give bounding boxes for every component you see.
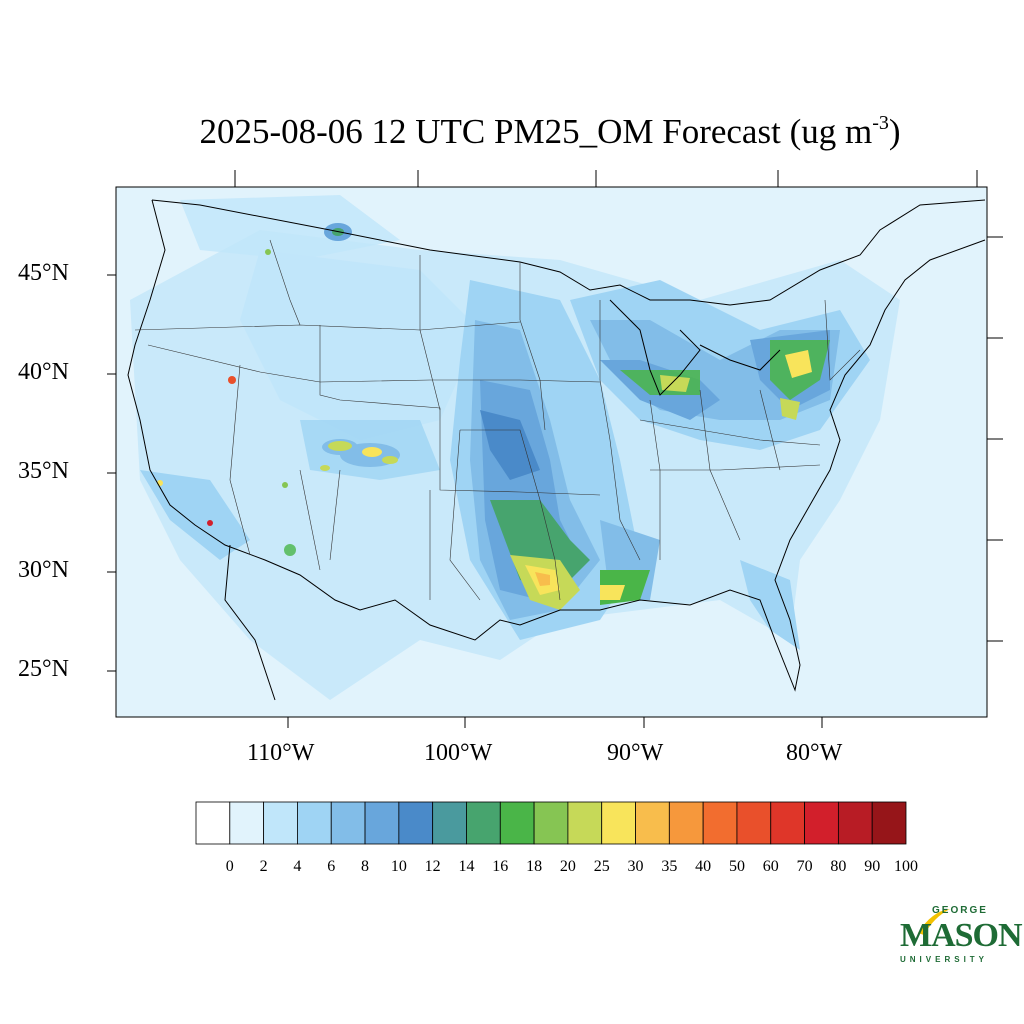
colorbar-swatch: [229, 801, 265, 845]
colorbar-label: 35: [661, 858, 678, 875]
colorbar-swatch: [330, 801, 366, 845]
lat-label-25: 25°N: [18, 656, 69, 682]
map-title: 2025-08-06 12 UTC PM25_OM Forecast (ug m…: [199, 112, 901, 151]
colorbar-label: 100: [894, 858, 918, 875]
logo-university-text: UNIVERSITY: [900, 955, 989, 964]
colorbar-label: 20: [559, 858, 576, 875]
colorbar-swatch: [263, 801, 298, 845]
concentration-field: [116, 187, 987, 717]
colorbar-label: 10: [390, 858, 407, 875]
colorbar-label: 4: [293, 858, 302, 875]
logo-mason-text: MASON: [900, 917, 1023, 954]
colorbar-swatch: [297, 801, 332, 845]
colorbar-swatch: [804, 801, 839, 845]
colorbar-swatch: [432, 801, 467, 845]
colorbar-label: 80: [830, 858, 847, 875]
state-borders: [134, 239, 861, 601]
colorbar-swatch: [364, 801, 400, 845]
lat-label-35: 35°N: [18, 458, 69, 484]
colorbar-label: 40: [695, 858, 712, 875]
colorbar-label: 8: [361, 858, 370, 875]
logo-swoosh-icon: [918, 909, 950, 935]
colorbar-swatch: [398, 801, 434, 845]
colorbar-swatch: [871, 801, 907, 845]
logo-george-text: GEORGE: [932, 905, 988, 916]
lon-label-110w: 110°W: [247, 740, 315, 766]
colorbar-swatch: [702, 801, 738, 845]
colorbar-label: 50: [728, 858, 745, 875]
lat-label-40: 40°N: [18, 359, 69, 385]
colorbar-label: 12: [424, 858, 441, 875]
colorbar-swatch: [466, 801, 501, 845]
colorbar-label: 2: [259, 858, 268, 875]
lon-label-100w: 100°W: [424, 740, 493, 766]
colorbar-label: 0: [225, 858, 234, 875]
colorbar-label: 14: [458, 858, 475, 875]
colorbar-label: 70: [796, 858, 813, 875]
colorbar-swatch: [499, 801, 535, 845]
colorbar-swatch: [195, 801, 231, 845]
lon-label-90w: 90°W: [607, 740, 664, 766]
coastline: [127, 199, 986, 701]
axis-ticks: [107, 170, 1003, 728]
colorbar-swatch: [736, 801, 772, 845]
colorbar-label: 60: [762, 858, 779, 875]
colorbar-label: 90: [864, 858, 881, 875]
colorbar-label: 30: [627, 858, 644, 875]
colorbar-label: 6: [327, 858, 336, 875]
colorbar-swatch: [770, 801, 805, 845]
gmu-logo: GEORGE MASON UNIVERSITY: [898, 905, 1023, 969]
colorbar-label: 16: [492, 858, 509, 875]
lat-label-30: 30°N: [18, 557, 69, 583]
colorbar-label: 18: [526, 858, 543, 875]
colorbar-swatch: [837, 801, 873, 845]
colorbar-swatch: [668, 801, 704, 845]
colorbar-label: 25: [593, 858, 610, 875]
colorbar-swatch: [635, 801, 670, 845]
lon-label-80w: 80°W: [786, 740, 843, 766]
colorbar-swatch: [533, 801, 569, 845]
colorbar-swatch: [567, 801, 603, 845]
lat-label-45: 45°N: [18, 260, 69, 286]
colorbar-swatch: [601, 801, 636, 845]
